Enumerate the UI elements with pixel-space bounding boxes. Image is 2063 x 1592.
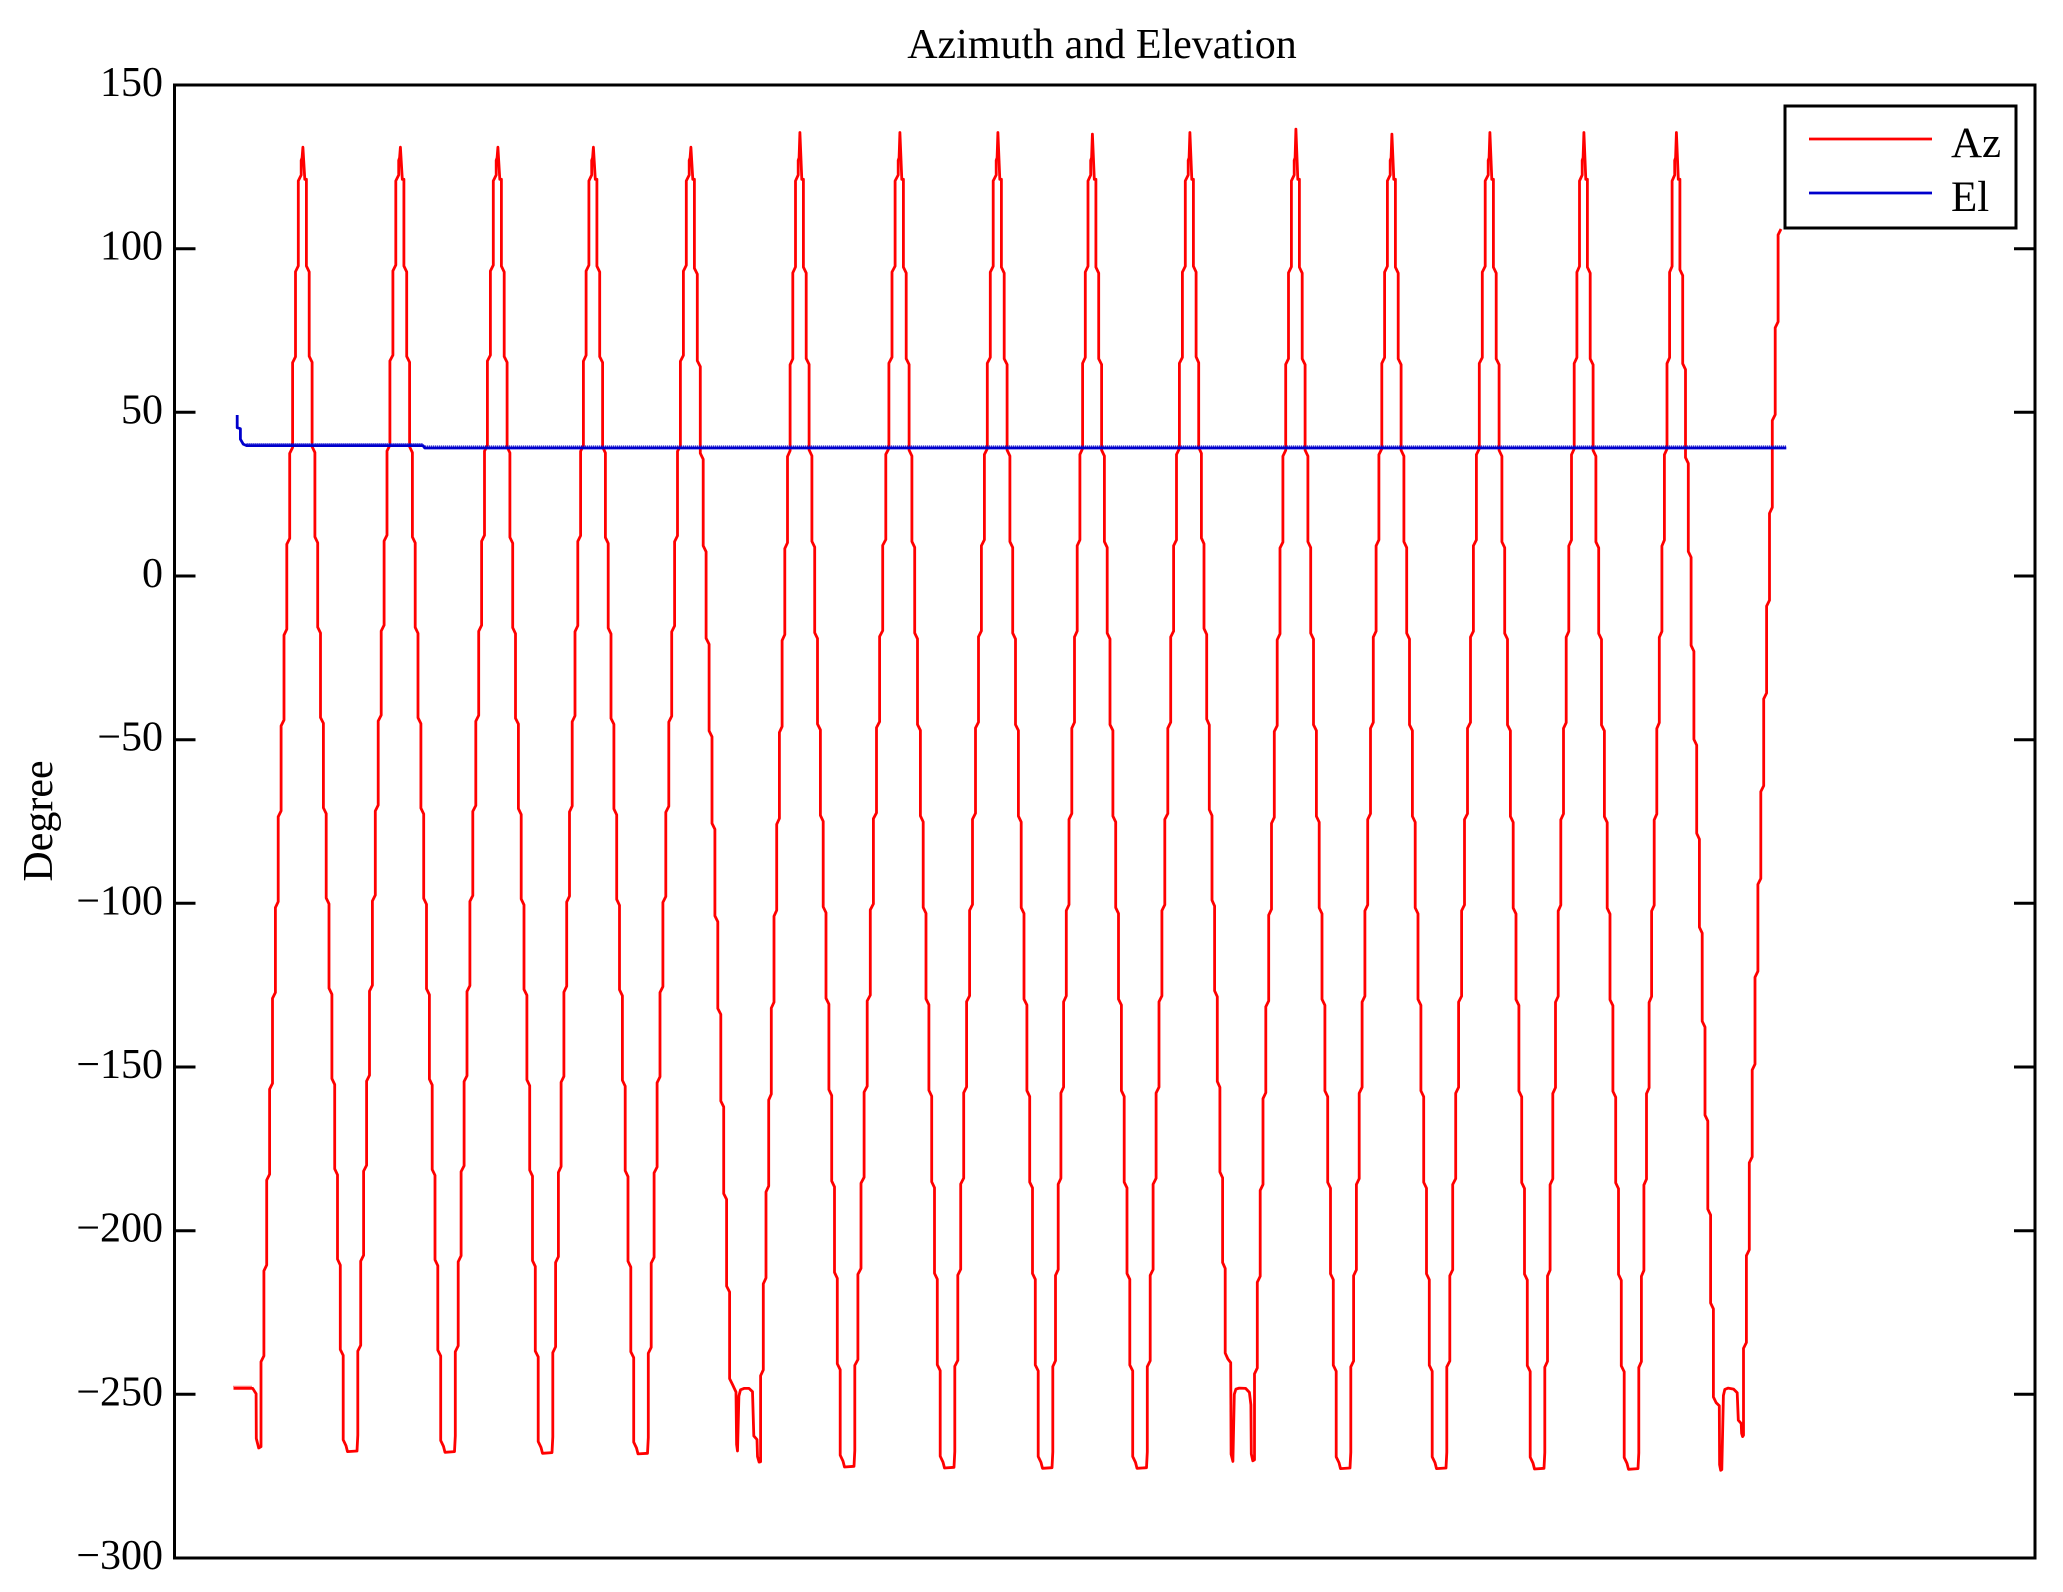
svg-text:Az: Az <box>1951 120 2001 167</box>
svg-text:50: 50 <box>121 387 163 433</box>
svg-text:El: El <box>1951 174 1989 221</box>
svg-text:−150: −150 <box>76 1042 163 1088</box>
svg-text:−300: −300 <box>76 1533 163 1579</box>
svg-text:100: 100 <box>100 224 163 270</box>
svg-text:150: 150 <box>100 60 163 106</box>
svg-text:−200: −200 <box>76 1206 163 1252</box>
svg-text:Degree: Degree <box>16 760 62 881</box>
svg-text:−50: −50 <box>97 715 163 761</box>
svg-text:−100: −100 <box>76 878 163 924</box>
svg-text:Azimuth and Elevation: Azimuth and Elevation <box>907 22 1297 68</box>
svg-text:−250: −250 <box>76 1369 163 1415</box>
svg-text:0: 0 <box>142 551 163 597</box>
